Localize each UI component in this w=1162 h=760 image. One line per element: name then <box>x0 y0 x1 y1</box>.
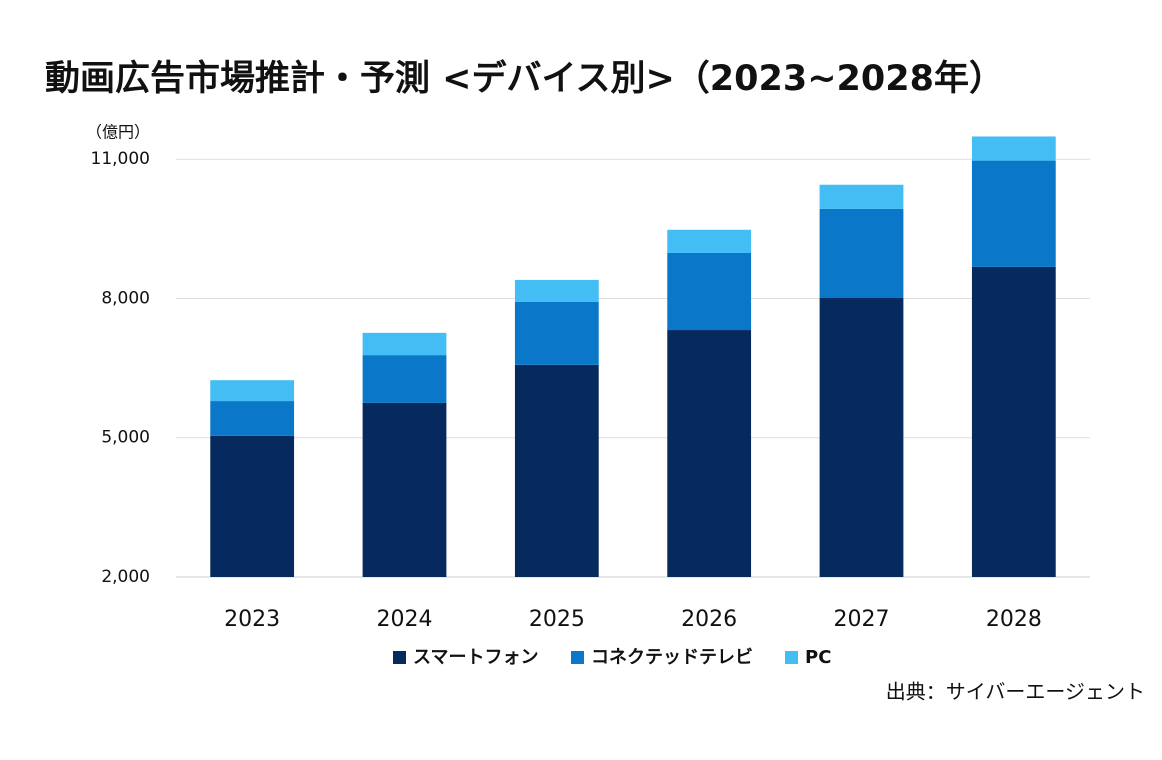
bar-segment <box>819 184 904 209</box>
chart-title: 動画広告市場推計・予測 <デバイス別>（2023~2028年） <box>45 58 1004 99</box>
x-tick-label: 2028 <box>986 607 1042 632</box>
y-tick-label: 8,000 <box>101 288 150 308</box>
bar-segment <box>514 279 599 302</box>
x-tick-label: 2027 <box>834 607 890 632</box>
legend-label: PC <box>805 647 831 668</box>
y-tick-label: 11,000 <box>91 149 150 169</box>
bar-segment <box>362 402 447 577</box>
legend-label: スマートフォン <box>413 647 538 668</box>
bar-segment <box>362 355 447 403</box>
bar-segment <box>819 298 904 577</box>
bar-segment <box>514 364 599 577</box>
legend-swatch <box>785 651 798 664</box>
y-tick-label: 5,000 <box>101 428 150 448</box>
bar-segment <box>362 332 447 356</box>
x-tick-label: 2026 <box>681 607 737 632</box>
x-tick-label: 2024 <box>377 607 433 632</box>
bar-segment <box>514 301 599 365</box>
bar-segment <box>210 435 295 577</box>
x-tick-label: 2023 <box>224 607 280 632</box>
y-axis-label: （億円） <box>86 123 150 142</box>
bar-segment <box>210 380 295 402</box>
bar-segment <box>971 266 1056 577</box>
bar-segment <box>667 229 752 253</box>
y-tick-label: 2,000 <box>101 567 150 587</box>
source: 出典：サイバーエージェント <box>886 680 1145 704</box>
legend-swatch <box>393 651 406 664</box>
bar-segment <box>819 208 904 299</box>
bar-segment <box>667 330 752 577</box>
x-tick-label: 2025 <box>529 607 585 632</box>
bar-segment <box>971 136 1056 161</box>
legend-label: コネクテッドテレビ <box>591 647 753 668</box>
bar-segment <box>667 252 752 331</box>
legend-swatch <box>571 651 584 664</box>
bar-segment <box>971 160 1056 267</box>
bar-segment <box>210 401 295 436</box>
